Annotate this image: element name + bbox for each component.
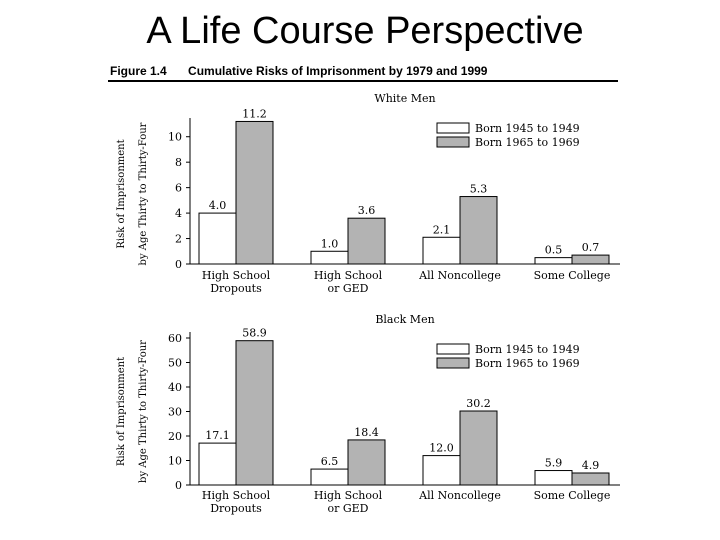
black-men-bar-value-label: 58.9: [242, 327, 267, 340]
white-men-bar-value-label: 3.6: [358, 204, 376, 217]
white-men-bar: [347, 217, 386, 265]
white-men-bar-value-label: 0.5: [545, 244, 563, 257]
white-men-category-label: All Noncollege: [418, 269, 501, 282]
white-men-bar-value-label: 1.0: [321, 237, 339, 250]
black-men-y-axis-label: Risk of Imprisonment: [116, 357, 127, 466]
white-men-bar-value-label: 11.2: [242, 107, 267, 120]
black-men-bar-value-label: 18.4: [354, 426, 379, 439]
black-men-bar: [534, 470, 573, 486]
black-men-bar-value-label: 30.2: [466, 397, 491, 410]
white-men-y-tick-label: 0: [175, 258, 182, 271]
black-men-y-tick-label: 40: [168, 381, 182, 394]
white-men-chart-title: White Men: [374, 92, 435, 105]
black-men-legend-swatch: [436, 357, 470, 369]
white-men-category-label: High School: [202, 269, 271, 282]
white-men-bar-value-label: 4.0: [209, 199, 227, 212]
black-men-bar: [310, 468, 349, 486]
white-men-category-label: Some College: [534, 269, 611, 282]
white-men-category-label: Dropouts: [210, 282, 262, 295]
white-men-y-tick-label: 2: [175, 233, 182, 246]
black-men-bar-value-label: 12.0: [429, 442, 454, 455]
white-men-y-tick-label: 8: [175, 156, 182, 169]
figure-number: Figure 1.4: [110, 64, 167, 78]
black-men-bar: [235, 340, 274, 486]
white-men-bar-value-label: 0.7: [582, 241, 600, 254]
black-men-chart-title: Black Men: [375, 313, 434, 326]
white-men-bar: [534, 257, 573, 265]
white-men-category-label: or GED: [327, 282, 368, 295]
white-men-bar: [198, 212, 237, 265]
white-men-bar: [571, 254, 610, 265]
black-men-bar-value-label: 6.5: [321, 455, 339, 468]
white-men-y-axis-label: by Age Thirty to Thirty-Four: [138, 122, 149, 265]
white-men-bar: [310, 250, 349, 265]
white-men-legend-swatch: [436, 122, 470, 134]
black-men-legend-swatch: [436, 343, 470, 355]
black-men-category-label: or GED: [327, 502, 368, 515]
white-men-legend-swatch: [436, 136, 470, 148]
black-men-y-axis-label: by Age Thirty to Thirty-Four: [138, 340, 149, 483]
black-men-y-tick-label: 50: [168, 357, 182, 370]
black-men-bar-value-label: 4.9: [582, 459, 600, 472]
slide-title: A Life Course Perspective: [146, 10, 584, 52]
black-men-bar: [571, 472, 610, 486]
black-men-bar: [347, 439, 386, 486]
black-men-bar-value-label: 5.9: [545, 457, 563, 470]
white-men-bar-value-label: 5.3: [470, 183, 488, 196]
white-men-legend-label: Born 1945 to 1949: [475, 122, 580, 135]
black-men-category-label: Dropouts: [210, 502, 262, 515]
black-men-category-label: Some College: [534, 489, 611, 502]
black-men-category-label: All Noncollege: [418, 489, 501, 502]
black-men-bar: [198, 442, 237, 486]
white-men-y-tick-label: 10: [168, 131, 182, 144]
white-men-y-axis-label: Risk of Imprisonment: [116, 139, 127, 248]
black-men-y-tick-label: 20: [168, 430, 182, 443]
black-men-category-label: High School: [202, 489, 271, 502]
black-men-y-tick-label: 10: [168, 455, 182, 468]
black-men-legend-label: Born 1965 to 1969: [475, 357, 580, 370]
figure-title: Cumulative Risks of Imprisonment by 1979…: [188, 64, 488, 78]
figure-header: Figure 1.4 Cumulative Risks of Imprisonm…: [110, 64, 618, 78]
white-men-y-tick-label: 4: [175, 207, 182, 220]
black-men-y-tick-label: 60: [168, 332, 182, 345]
figure-rule: [108, 80, 618, 82]
white-men-bar: [235, 120, 274, 265]
black-men-legend-label: Born 1945 to 1949: [475, 343, 580, 356]
white-men-category-label: High School: [314, 269, 383, 282]
white-men-bar-value-label: 2.1: [433, 223, 451, 236]
black-men-y-tick-label: 0: [175, 479, 182, 492]
black-men-bar-value-label: 17.1: [205, 429, 230, 442]
white-men-legend-label: Born 1965 to 1969: [475, 136, 580, 149]
black-men-category-label: High School: [314, 489, 383, 502]
black-men-bar: [422, 455, 461, 486]
black-men-bar: [459, 410, 498, 486]
white-men-y-tick-label: 6: [175, 182, 182, 195]
white-men-bar: [422, 236, 461, 265]
white-men-bar: [459, 196, 498, 265]
black-men-y-tick-label: 30: [168, 406, 182, 419]
